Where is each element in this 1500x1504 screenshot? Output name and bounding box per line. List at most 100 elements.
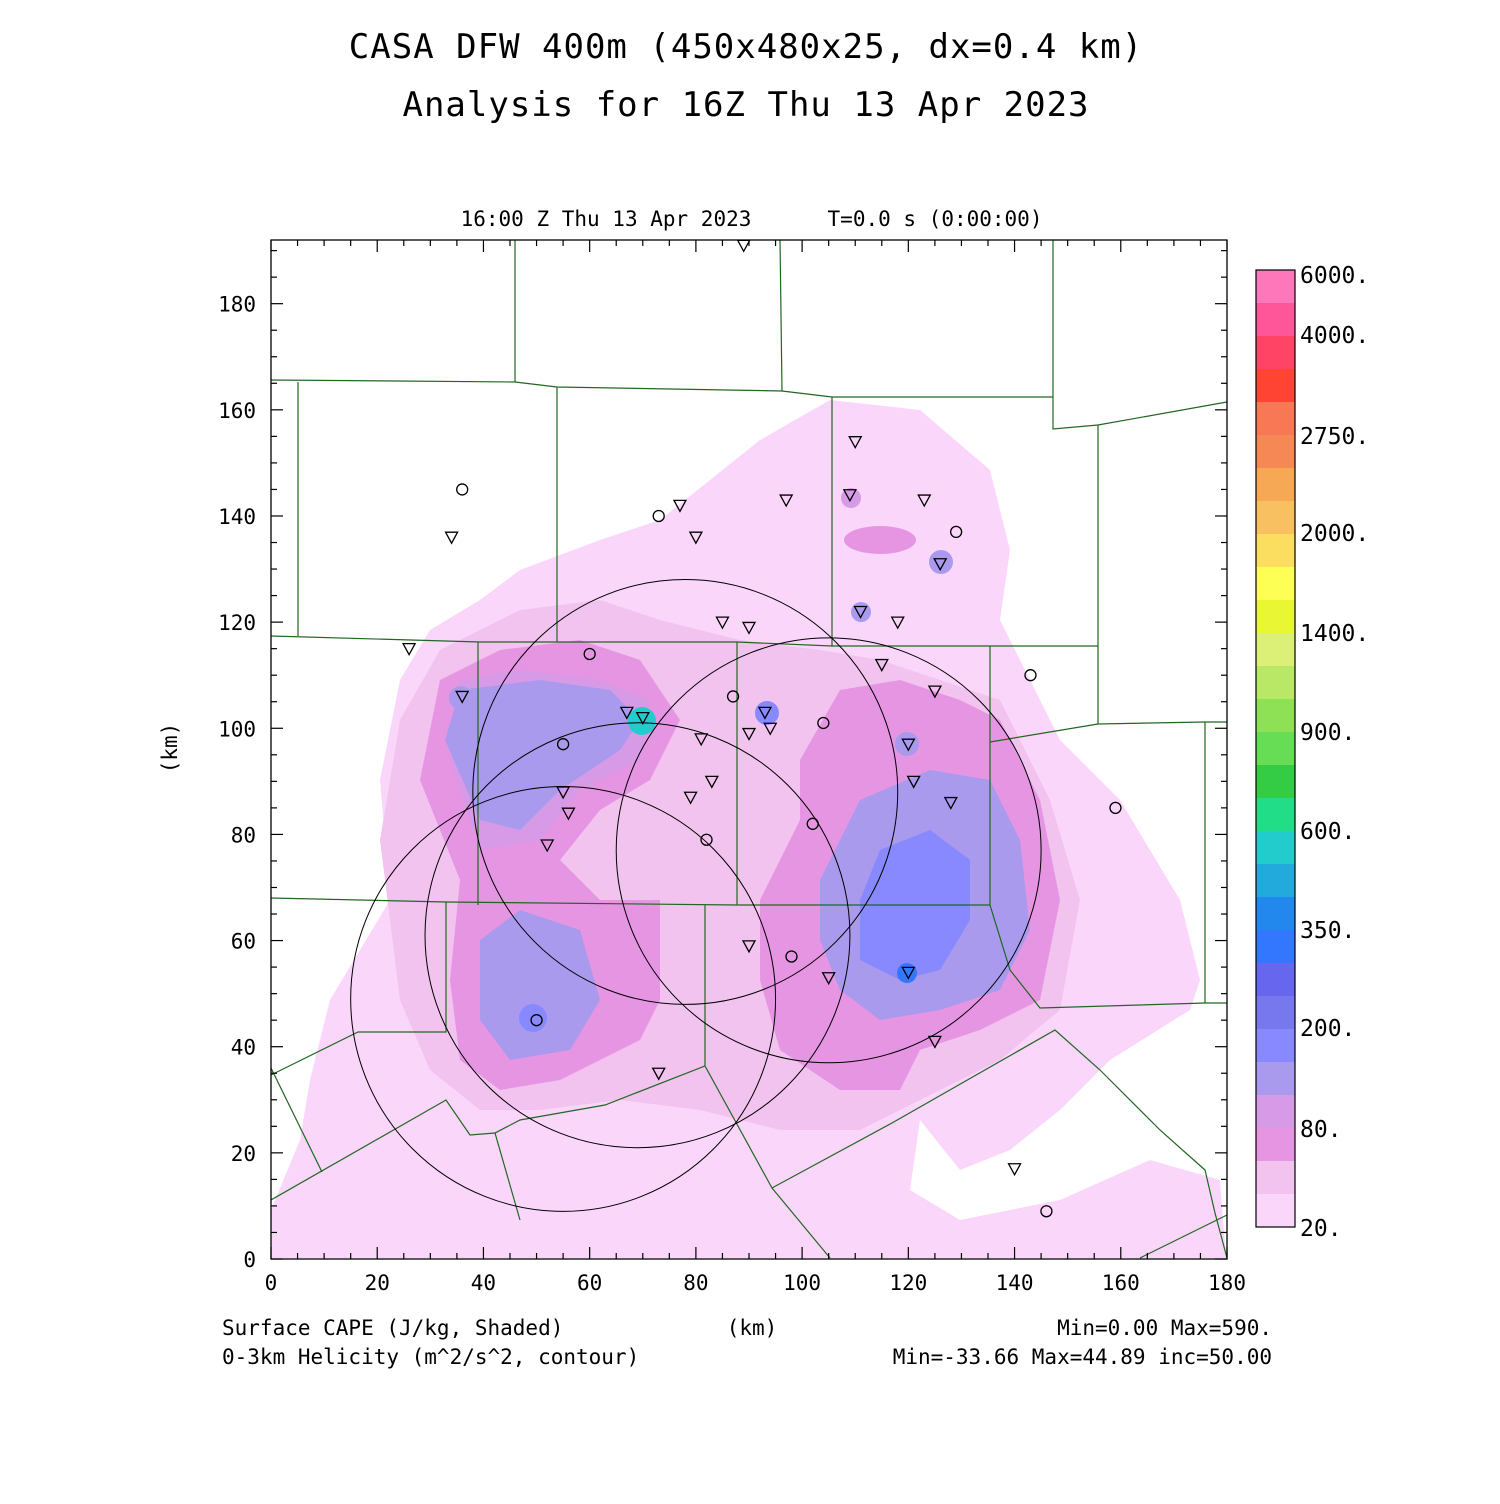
colorbar-label: 2750. bbox=[1300, 424, 1369, 450]
colorbar-swatch bbox=[1256, 633, 1295, 667]
colorbar-label: 200. bbox=[1300, 1016, 1355, 1042]
station-triangle-icon bbox=[906, 775, 921, 789]
station-triangle-icon bbox=[901, 738, 916, 752]
cape-level-100-south bbox=[480, 910, 600, 1060]
station-circle-icon bbox=[785, 950, 798, 963]
station-triangle-icon bbox=[874, 658, 889, 672]
station-triangle-icon bbox=[672, 499, 688, 513]
colorbar-swatch bbox=[1256, 798, 1295, 832]
y-tick-labels: 0 20 40 60 80 100 120 140 160 180 bbox=[218, 293, 256, 1272]
colorbar bbox=[1256, 270, 1295, 1228]
cape-local-max-7 bbox=[449, 686, 473, 710]
station-circle-icon bbox=[456, 483, 469, 496]
station-circle-icon bbox=[583, 647, 596, 661]
station-triangle-icon bbox=[540, 839, 555, 853]
colorbar-swatch bbox=[1256, 765, 1295, 799]
cape-level-60-north bbox=[844, 526, 916, 554]
y-tick-label: 80 bbox=[231, 823, 256, 847]
colorbar-swatch bbox=[1256, 336, 1295, 370]
station-circle-icon bbox=[556, 738, 570, 751]
radar-ring bbox=[424, 722, 851, 1149]
station-triangle-icon bbox=[556, 786, 571, 800]
station-triangle-icon bbox=[927, 685, 942, 699]
y-tick-label: 160 bbox=[218, 399, 256, 423]
station-triangle-icon bbox=[917, 494, 932, 508]
station-triangle-icon bbox=[848, 436, 863, 450]
colorbar-swatch bbox=[1256, 501, 1295, 535]
station-circle-icon bbox=[1109, 801, 1122, 815]
x-tick-label: 100 bbox=[783, 1271, 821, 1295]
station-circle-icon bbox=[652, 509, 665, 523]
cape-range-label: Min=0.00 Max=590. bbox=[1057, 1316, 1272, 1340]
station-circle-icon bbox=[1024, 669, 1037, 682]
station-triangle-icon bbox=[1007, 1163, 1022, 1177]
colorbar-swatch bbox=[1256, 369, 1295, 403]
station-circle-icon bbox=[949, 525, 963, 539]
station-circle-icon bbox=[530, 1014, 543, 1027]
station-triangle-icon bbox=[853, 605, 868, 619]
valid-time-label: 16:00 Z Thu 13 Apr 2023 bbox=[461, 207, 752, 231]
y-tick-label: 0 bbox=[243, 1248, 256, 1272]
station-triangle-icon bbox=[688, 531, 703, 545]
station-triangle-icon bbox=[635, 712, 650, 726]
helicity-range-label: Min=-33.66 Max=44.89 inc=50.00 bbox=[893, 1345, 1272, 1369]
station-triangle-icon bbox=[842, 489, 858, 503]
colorbar-swatch bbox=[1256, 1128, 1295, 1162]
colorbar-label: 80. bbox=[1300, 1117, 1342, 1143]
colorbar-swatch bbox=[1256, 303, 1295, 337]
x-tick-label: 40 bbox=[471, 1271, 496, 1295]
axis-ticks bbox=[270, 240, 1228, 1260]
station-triangle-icon bbox=[933, 558, 948, 572]
station-triangle-icon bbox=[683, 791, 698, 805]
colorbar-swatch bbox=[1256, 666, 1295, 700]
station-triangle-icon bbox=[757, 706, 773, 720]
station-triangle-icon bbox=[741, 727, 757, 741]
colorbar-swatch bbox=[1256, 1194, 1295, 1228]
station-triangle-icon bbox=[821, 972, 836, 986]
colorbar-swatch bbox=[1256, 600, 1295, 634]
colorbar-swatch bbox=[1256, 897, 1295, 931]
elapsed-time-label: T=0.0 s (0:00:00) bbox=[828, 207, 1043, 231]
station-triangle-icon bbox=[779, 494, 794, 508]
x-tick-label: 20 bbox=[365, 1271, 390, 1295]
colorbar-swatch bbox=[1256, 1095, 1295, 1129]
colorbar-swatch bbox=[1256, 534, 1295, 568]
y-tick-label: 120 bbox=[218, 611, 256, 635]
station-circle-icon bbox=[817, 716, 830, 730]
y-axis-label: (km) bbox=[158, 723, 182, 774]
station-triangle-icon bbox=[943, 796, 958, 810]
station-triangle-icon bbox=[741, 621, 757, 635]
title-line-1: CASA DFW 400m (450x480x25, dx=0.4 km) bbox=[349, 27, 1143, 67]
station-triangle-icon bbox=[444, 531, 459, 545]
helicity-field-label: 0-3km Helicity (m^2/s^2, contour) bbox=[222, 1345, 639, 1369]
y-tick-label: 60 bbox=[231, 930, 256, 954]
county-boundaries bbox=[271, 240, 1227, 1259]
x-tick-label: 140 bbox=[996, 1271, 1034, 1295]
station-circle-icon bbox=[806, 817, 819, 830]
x-tick-labels: 0 20 40 60 80 100 120 140 160 180 bbox=[265, 1271, 1246, 1295]
cape-local-max-8 bbox=[519, 1004, 547, 1032]
station-triangle-icon bbox=[401, 643, 417, 657]
colorbar-swatch bbox=[1256, 699, 1295, 733]
colorbar-swatch bbox=[1256, 468, 1295, 502]
colorbar-swatch bbox=[1256, 1161, 1295, 1195]
station-triangle-icon bbox=[927, 1035, 942, 1049]
colorbar-swatch bbox=[1256, 1062, 1295, 1096]
station-triangle-icon bbox=[890, 616, 905, 630]
station-triangle-icon bbox=[736, 240, 751, 253]
colorbar-swatch bbox=[1256, 831, 1295, 865]
colorbar-swatch bbox=[1256, 996, 1295, 1030]
station-triangle-icon bbox=[651, 1067, 666, 1081]
y-tick-label: 100 bbox=[218, 717, 256, 741]
station-triangle-icon bbox=[455, 690, 470, 704]
x-tick-label: 80 bbox=[683, 1271, 708, 1295]
station-triangle-icon bbox=[561, 807, 576, 821]
cape-local-max-5 bbox=[851, 602, 871, 622]
radar-ring bbox=[472, 579, 899, 1005]
x-tick-label: 120 bbox=[889, 1271, 927, 1295]
colorbar-label: 2000. bbox=[1300, 521, 1369, 547]
cape-local-max-3 bbox=[755, 701, 779, 725]
colorbar-swatch bbox=[1256, 732, 1295, 766]
station-triangle-icon bbox=[741, 940, 757, 954]
station-triangle-icon bbox=[763, 722, 778, 736]
